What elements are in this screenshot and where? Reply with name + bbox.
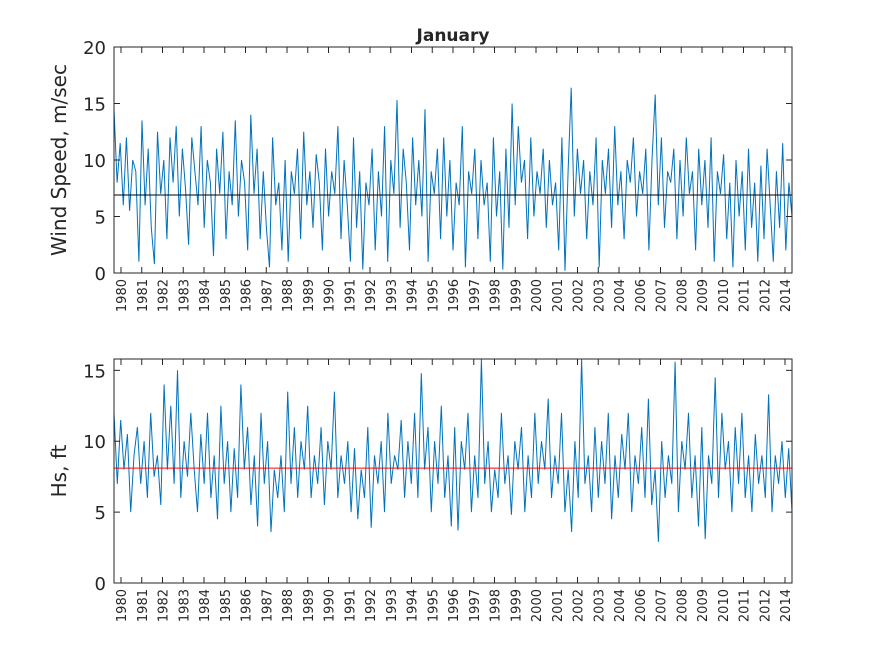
x-tick-label: 1984 bbox=[198, 279, 213, 312]
x-tick-label: 1985 bbox=[219, 279, 234, 312]
x-tick-label: 1996 bbox=[447, 279, 462, 312]
x-tick-label: 2000 bbox=[530, 589, 545, 622]
x-tick-label: 1984 bbox=[198, 589, 213, 622]
x-tick-label: 2011 bbox=[738, 279, 753, 312]
x-tick-label: 2002 bbox=[572, 589, 587, 622]
y-tick-label: 20 bbox=[83, 38, 106, 59]
hs-axes: Hs, ft 0 5 10 15 1980 1981 1982 1983 1984 1985 198… bbox=[47, 358, 794, 622]
y-tick-label: 15 bbox=[83, 361, 106, 382]
x-tick-label: 2014 bbox=[779, 279, 794, 312]
x-tick-label: 2002 bbox=[572, 279, 587, 312]
x-tick-label: 1994 bbox=[406, 589, 421, 622]
x-tick-label: 2010 bbox=[717, 589, 732, 622]
x-tick-label: 1982 bbox=[157, 279, 172, 312]
data-series-line bbox=[113, 87, 793, 271]
x-tick-label: 1996 bbox=[447, 589, 462, 622]
x-tick-label: 1983 bbox=[177, 589, 192, 622]
x-tick-label: 1986 bbox=[240, 279, 255, 312]
x-tick-label: 1993 bbox=[385, 589, 400, 622]
x-tick-label: 1989 bbox=[302, 589, 317, 622]
y-tick-label: 5 bbox=[95, 208, 106, 229]
x-tick-label: 2003 bbox=[592, 279, 607, 312]
x-tick-label: 1994 bbox=[406, 279, 421, 312]
x-tick-label: 1995 bbox=[426, 589, 441, 622]
x-tick-label: 1992 bbox=[364, 279, 379, 312]
x-tick-label: 1988 bbox=[281, 279, 296, 312]
chart-title: January bbox=[416, 26, 490, 46]
x-tick-label: 2001 bbox=[551, 279, 566, 312]
x-tick-label: 1993 bbox=[385, 279, 400, 312]
x-tick-label: 2004 bbox=[613, 279, 628, 312]
x-tick-label: 1992 bbox=[364, 589, 379, 622]
x-tick-label: 2000 bbox=[530, 279, 545, 312]
x-tick-label: 1985 bbox=[219, 589, 234, 622]
x-tick-label: 2014 bbox=[779, 589, 794, 622]
y-tick-label: 15 bbox=[83, 95, 106, 116]
x-tick-label: 2006 bbox=[634, 279, 649, 312]
y-tick-label: 10 bbox=[83, 151, 106, 172]
x-tick-label: 1988 bbox=[281, 589, 296, 622]
x-tick-label: 1997 bbox=[468, 589, 483, 622]
x-tick-label: 2012 bbox=[758, 589, 773, 622]
x-tick-label: 1990 bbox=[323, 589, 338, 622]
x-tick-label: 2007 bbox=[655, 279, 670, 312]
x-tick-label: 1980 bbox=[115, 279, 130, 312]
y-tick-label: 0 bbox=[95, 264, 106, 285]
data-series-line bbox=[113, 358, 793, 542]
x-tick-label: 1989 bbox=[302, 279, 317, 312]
x-tick-label: 2001 bbox=[551, 589, 566, 622]
y-axis-label: Wind Speed, m/sec bbox=[47, 64, 71, 256]
y-tick-label: 5 bbox=[95, 503, 106, 524]
x-tick-label: 2010 bbox=[717, 279, 732, 312]
y-tick-label: 0 bbox=[95, 574, 106, 595]
x-tick-label: 2009 bbox=[696, 279, 711, 312]
x-tick-label: 1980 bbox=[115, 589, 130, 622]
wind-speed-axes: January Wind Speed, m/sec 0 5 10 15 20 1980 19… bbox=[47, 26, 794, 312]
y-axis-label: Hs, ft bbox=[47, 444, 71, 497]
x-tick-label: 2012 bbox=[758, 279, 773, 312]
x-tick-label: 1981 bbox=[136, 279, 151, 312]
x-tick-label: 2008 bbox=[675, 589, 690, 622]
x-tick-label: 1995 bbox=[426, 279, 441, 312]
x-tick-label: 2006 bbox=[634, 589, 649, 622]
x-tick-label: 2008 bbox=[675, 279, 690, 312]
x-tick-label: 2004 bbox=[613, 589, 628, 622]
y-tick-label: 10 bbox=[83, 432, 106, 453]
x-tick-label: 2007 bbox=[655, 589, 670, 622]
x-tick-label: 1991 bbox=[343, 589, 358, 622]
x-tick-label: 2011 bbox=[738, 589, 753, 622]
x-tick-label: 1998 bbox=[489, 589, 504, 622]
x-tick-label: 1990 bbox=[323, 279, 338, 312]
x-tick-label: 1999 bbox=[509, 589, 524, 622]
x-tick-label: 1981 bbox=[136, 589, 151, 622]
x-tick-label: 1997 bbox=[468, 279, 483, 312]
x-tick-label: 2009 bbox=[696, 589, 711, 622]
x-tick-label: 1999 bbox=[509, 279, 524, 312]
x-tick-label: 2003 bbox=[592, 589, 607, 622]
x-tick-label: 1983 bbox=[177, 279, 192, 312]
x-tick-label: 1982 bbox=[157, 589, 172, 622]
x-tick-label: 1987 bbox=[260, 589, 275, 622]
x-tick-label: 1998 bbox=[489, 279, 504, 312]
x-tick-label: 1986 bbox=[240, 589, 255, 622]
x-tick-label: 1987 bbox=[260, 279, 275, 312]
x-tick-label: 1991 bbox=[343, 279, 358, 312]
